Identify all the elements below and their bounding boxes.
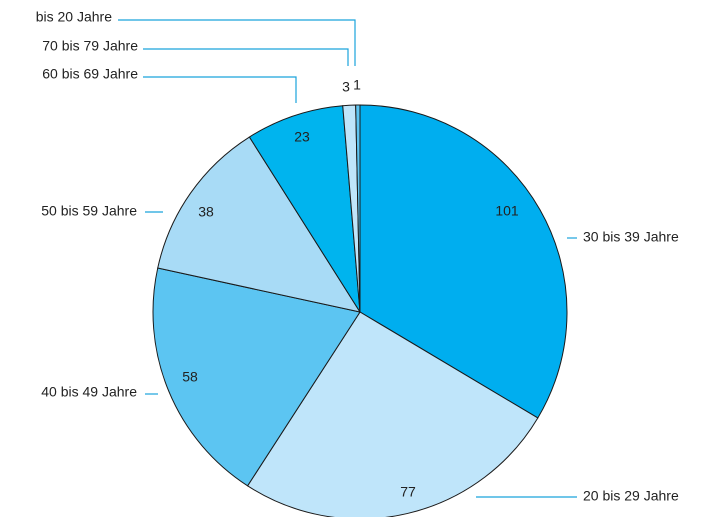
value-label: 1 xyxy=(353,77,361,93)
legend-label: 20 bis 29 Jahre xyxy=(583,488,679,504)
value-label: 77 xyxy=(400,484,416,500)
pie-slice xyxy=(359,104,568,419)
legend-label: 70 bis 79 Jahre xyxy=(42,38,138,54)
leader-line xyxy=(143,76,297,103)
leader-line xyxy=(143,48,349,66)
pie-slice xyxy=(157,136,362,313)
legend-label: 50 bis 59 Jahre xyxy=(41,203,137,219)
leader-line xyxy=(118,19,356,66)
legend-label: 60 bis 69 Jahre xyxy=(42,66,138,82)
value-label: 23 xyxy=(294,129,310,145)
pie-slice xyxy=(152,267,361,487)
pie-slice xyxy=(246,311,539,517)
value-label: 58 xyxy=(182,369,198,385)
pie-slice xyxy=(355,104,361,313)
value-label: 3 xyxy=(342,79,350,95)
value-label: 38 xyxy=(198,204,214,220)
pie-slice xyxy=(248,105,361,313)
legend-label: 30 bis 39 Jahre xyxy=(583,229,679,245)
legend-label: 40 bis 49 Jahre xyxy=(41,384,137,400)
legend-label: bis 20 Jahre xyxy=(36,9,112,25)
value-label: 101 xyxy=(495,203,519,219)
